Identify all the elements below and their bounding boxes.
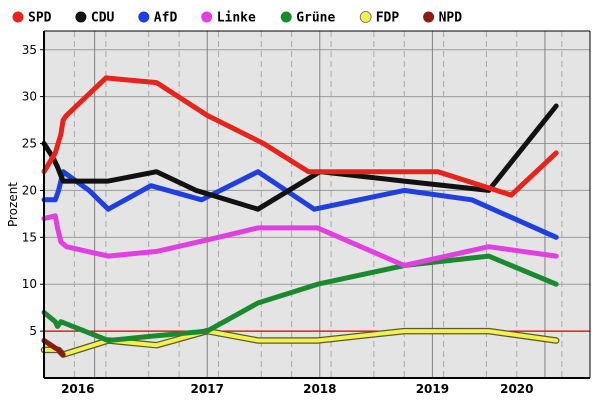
legend-marker — [359, 11, 372, 23]
axes — [40, 30, 591, 379]
series-point-npd — [56, 347, 62, 353]
y-tick-label: 25 — [22, 137, 37, 151]
x-tick-label-2016: 2016 — [61, 382, 94, 396]
x-tick-label-2017: 2017 — [191, 382, 224, 396]
x-tick-label-2019: 2019 — [416, 382, 449, 396]
legend-label: NPD — [439, 11, 463, 26]
x-tick-label-2018: 2018 — [303, 382, 336, 396]
legend-label: CDU — [91, 11, 115, 26]
series-line-cdu — [41, 103, 559, 212]
legend-label: AfD — [154, 11, 178, 26]
series-line-afd — [41, 169, 559, 240]
legend-marker — [201, 11, 213, 23]
legend-marker — [138, 11, 150, 23]
plot-area — [44, 31, 590, 378]
series-line-linke — [41, 213, 559, 268]
legend-label: Linke — [217, 11, 256, 26]
y-tick-label: 15 — [22, 230, 37, 244]
legend-item-cdu: CDU — [75, 11, 115, 26]
legend-marker — [12, 11, 24, 23]
y-tick-label: 35 — [22, 43, 37, 57]
legend-item-spd: SPD — [12, 11, 52, 26]
legend-marker — [75, 11, 87, 23]
legend: SPD CDU AfD Linke Grüne FDP NPD — [12, 11, 462, 26]
legend-item-grne: Grüne — [280, 11, 336, 26]
legend-item-npd: NPD — [423, 11, 462, 26]
y-tick-label: 30 — [22, 90, 37, 104]
x-tick-label-2020: 2020 — [500, 382, 533, 396]
y-axis-title: Prozent — [6, 182, 20, 227]
series-lines — [40, 75, 560, 358]
legend-item-afd: AfD — [138, 11, 177, 26]
legend-item-fdp: FDP — [359, 11, 400, 26]
y-tick-label: 20 — [22, 183, 37, 197]
tick-labels: 5 10 15 20 25 30 35 2016 2017 2018 2019 2020 — [22, 43, 534, 396]
legend-label: FDP — [376, 11, 400, 26]
series-point-npd — [60, 352, 66, 358]
legend-label: Grüne — [296, 11, 335, 26]
series-line-spd — [41, 75, 559, 198]
legend-marker — [423, 11, 435, 23]
y-tick-label: 10 — [22, 277, 37, 291]
legend-item-linke: Linke — [201, 11, 256, 26]
legend-label: SPD — [28, 11, 52, 26]
y-tick-label: 5 — [29, 324, 37, 338]
legend-marker — [280, 11, 292, 23]
